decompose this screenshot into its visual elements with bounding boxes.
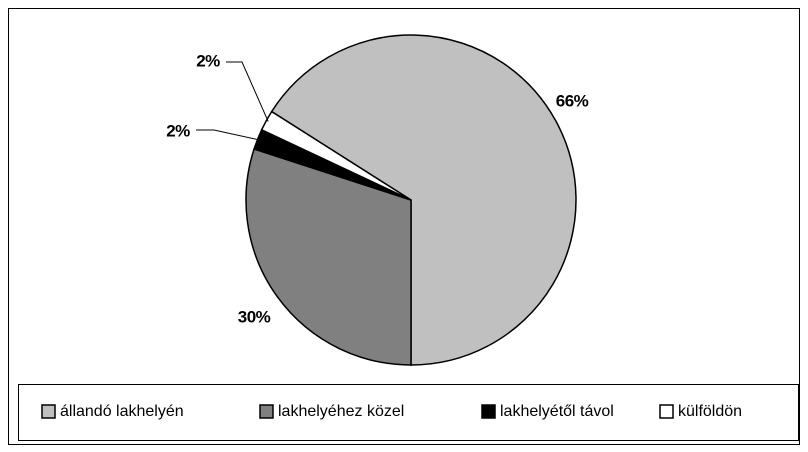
leader-line <box>226 61 269 122</box>
data-label: 2% <box>166 121 190 140</box>
data-label: 66% <box>556 91 589 110</box>
legend-swatch <box>259 404 274 419</box>
pie-slice <box>270 34 577 366</box>
pie-slice <box>245 148 412 366</box>
leader-line <box>196 129 260 141</box>
data-label: 2% <box>196 51 220 70</box>
data-label: 30% <box>238 307 271 326</box>
legend-swatch <box>41 404 56 419</box>
pie-slice <box>260 110 412 201</box>
legend-label: lakhelyéhez közel <box>278 403 404 420</box>
legend-swatch <box>481 404 496 419</box>
legend-label: lakhelyétől távol <box>500 403 614 420</box>
legend-label: állandó lakhelyén <box>60 403 184 420</box>
legend-swatch <box>659 404 674 419</box>
legend-label: külföldön <box>678 403 742 420</box>
